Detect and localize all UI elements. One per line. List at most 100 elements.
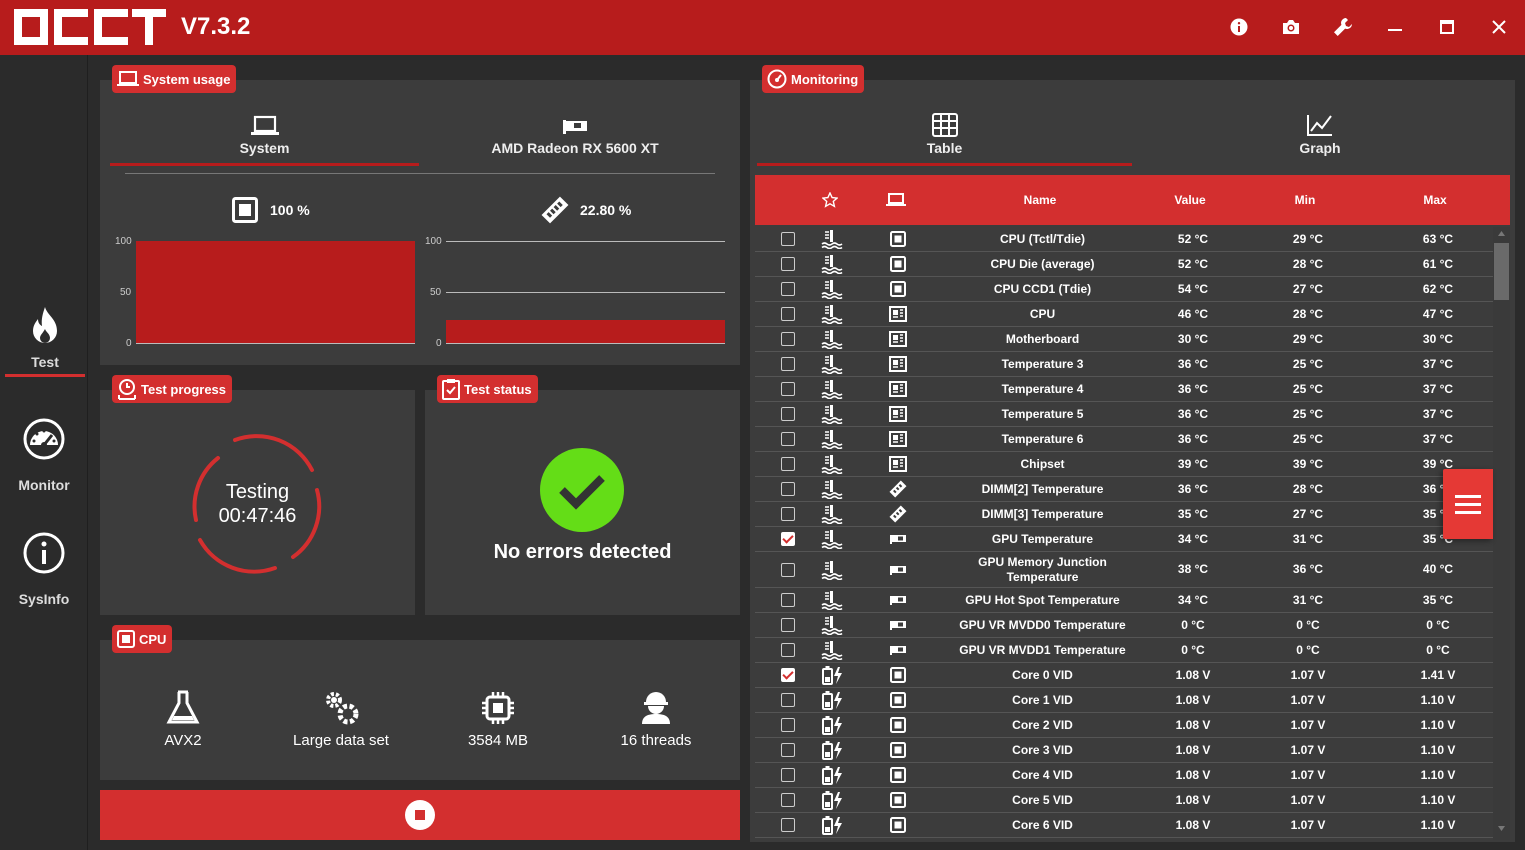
row-checkbox[interactable] <box>781 743 795 757</box>
ram-icon <box>889 505 907 523</box>
table-row[interactable]: Core 3 VID 1.08 V 1.07 V 1.10 V <box>755 738 1493 763</box>
cpu-usage-value: 100 % <box>270 202 310 218</box>
scroll-up-icon[interactable] <box>1497 230 1506 239</box>
sensor-name: GPU VR MVDD1 Temperature <box>959 642 1126 657</box>
column-value-header[interactable]: Value <box>1174 193 1206 207</box>
row-checkbox[interactable] <box>781 532 795 546</box>
flask-icon <box>166 690 200 724</box>
tab-gpu[interactable]: AMD Radeon RX 5600 XT <box>420 115 730 166</box>
row-checkbox[interactable] <box>781 718 795 732</box>
table-row[interactable]: Core 0 VID 1.08 V 1.07 V 1.41 V <box>755 663 1493 688</box>
sidebar-item-sysinfo[interactable]: SysInfo <box>0 531 88 611</box>
table-row[interactable]: Temperature 5 36 °C 25 °C 37 °C <box>755 402 1493 427</box>
row-checkbox[interactable] <box>781 482 795 496</box>
thermometer-icon <box>821 480 843 499</box>
row-checkbox[interactable] <box>781 307 795 321</box>
row-checkbox[interactable] <box>781 693 795 707</box>
row-checkbox[interactable] <box>781 332 795 346</box>
table-row[interactable]: GPU VR MVDD1 Temperature 0 °C 0 °C 0 °C <box>755 638 1493 663</box>
scrollbar-thumb[interactable] <box>1494 243 1509 300</box>
menu-button[interactable] <box>1443 469 1493 539</box>
table-row[interactable]: Temperature 3 36 °C 25 °C 37 °C <box>755 352 1493 377</box>
row-checkbox[interactable] <box>781 357 795 371</box>
close-button[interactable] <box>1486 14 1512 40</box>
worker-icon <box>642 692 670 724</box>
tab-system[interactable]: System <box>110 115 419 166</box>
column-min-header[interactable]: Min <box>1294 193 1316 207</box>
stop-test-button[interactable] <box>100 790 740 840</box>
table-row[interactable]: DIMM[3] Temperature 35 °C 27 °C 35 °C <box>755 502 1493 527</box>
row-checkbox[interactable] <box>781 643 795 657</box>
check-circle-icon <box>540 448 624 532</box>
sensor-name: Core 2 VID <box>1012 717 1073 732</box>
row-checkbox[interactable] <box>781 618 795 632</box>
screenshot-button[interactable] <box>1278 14 1304 40</box>
table-row[interactable]: Temperature 4 36 °C 25 °C 37 °C <box>755 377 1493 402</box>
row-checkbox[interactable] <box>781 232 795 246</box>
table-row[interactable]: Core 2 VID 1.08 V 1.07 V 1.10 V <box>755 713 1493 738</box>
settings-button[interactable] <box>1330 14 1356 40</box>
table-row[interactable]: GPU Hot Spot Temperature 34 °C 31 °C 35 °C <box>755 588 1493 613</box>
row-checkbox[interactable] <box>781 507 795 521</box>
cpu-chip-icon <box>117 630 135 648</box>
row-checkbox[interactable] <box>781 593 795 607</box>
table-row[interactable]: Core 5 VID 1.08 V 1.07 V 1.10 V <box>755 788 1493 813</box>
thermometer-icon <box>821 405 843 424</box>
sensor-max: 1.10 V <box>1420 742 1456 757</box>
sensor-value: 36 °C <box>1177 406 1209 421</box>
thermometer-icon <box>821 430 843 449</box>
table-row[interactable]: Core 1 VID 1.08 V 1.07 V 1.10 V <box>755 688 1493 713</box>
sensor-min: 25 °C <box>1292 406 1324 421</box>
sensor-min: 31 °C <box>1292 592 1324 607</box>
table-scrollbar[interactable] <box>1493 227 1510 840</box>
row-checkbox[interactable] <box>781 407 795 421</box>
table-row[interactable]: Temperature 6 36 °C 25 °C 37 °C <box>755 427 1493 452</box>
row-checkbox[interactable] <box>781 257 795 271</box>
table-row[interactable]: Chipset 39 °C 39 °C 39 °C <box>755 452 1493 477</box>
table-row[interactable]: CPU CCD1 (Tdie) 54 °C 27 °C 62 °C <box>755 277 1493 302</box>
minimize-button[interactable] <box>1382 14 1408 40</box>
cpu-option-label: 3584 MB <box>467 732 529 749</box>
motherboard-icon <box>889 306 907 322</box>
tab-label: Table <box>926 140 963 156</box>
tab-table[interactable]: Table <box>757 113 1132 166</box>
table-row[interactable]: GPU VR MVDD0 Temperature 0 °C 0 °C 0 °C <box>755 613 1493 638</box>
row-checkbox[interactable] <box>781 432 795 446</box>
sensor-min: 25 °C <box>1292 356 1324 371</box>
column-max-header[interactable]: Max <box>1423 193 1447 207</box>
row-checkbox[interactable] <box>781 457 795 471</box>
star-icon[interactable] <box>822 192 838 208</box>
row-checkbox[interactable] <box>781 382 795 396</box>
row-checkbox[interactable] <box>781 668 795 682</box>
table-row[interactable]: CPU Die (average) 52 °C 28 °C 61 °C <box>755 252 1493 277</box>
info-button[interactable] <box>1226 14 1252 40</box>
row-checkbox[interactable] <box>781 562 795 577</box>
row-checkbox[interactable] <box>781 768 795 782</box>
row-checkbox[interactable] <box>781 818 795 832</box>
sensor-name: Core 3 VID <box>1012 742 1073 757</box>
sensor-name: CPU Die (average) <box>990 256 1095 271</box>
occt-logo <box>14 9 166 45</box>
table-row[interactable]: Core 4 VID 1.08 V 1.07 V 1.10 V <box>755 763 1493 788</box>
table-row[interactable]: GPU Memory Junction Temperature 38 °C 36 °… <box>755 552 1493 588</box>
laptop-icon[interactable] <box>886 193 906 207</box>
row-checkbox[interactable] <box>781 793 795 807</box>
row-checkbox[interactable] <box>781 282 795 296</box>
cpu-chip-icon <box>890 231 906 247</box>
gauge-icon <box>767 69 787 89</box>
table-row[interactable]: DIMM[2] Temperature 36 °C 28 °C 36 °C <box>755 477 1493 502</box>
tab-graph[interactable]: Graph <box>1132 113 1508 166</box>
monitoring-title: Monitoring <box>762 65 865 93</box>
sidebar-item-monitor[interactable]: Monitor <box>0 417 88 497</box>
table-row[interactable]: GPU Temperature 34 °C 31 °C 35 °C <box>755 527 1493 552</box>
thermometer-icon <box>821 280 843 299</box>
maximize-button[interactable] <box>1434 14 1460 40</box>
table-row[interactable]: Core 6 VID 1.08 V 1.07 V 1.10 V <box>755 813 1493 838</box>
scroll-down-icon[interactable] <box>1497 823 1506 832</box>
sidebar-item-test[interactable]: Test <box>5 305 85 377</box>
table-row[interactable]: CPU (Tctl/Tdie) 52 °C 29 °C 63 °C <box>755 227 1493 252</box>
table-row[interactable]: Motherboard 30 °C 29 °C 30 °C <box>755 327 1493 352</box>
column-name-header[interactable]: Name <box>1023 193 1057 207</box>
thermometer-icon <box>821 230 843 249</box>
table-row[interactable]: CPU 46 °C 28 °C 47 °C <box>755 302 1493 327</box>
